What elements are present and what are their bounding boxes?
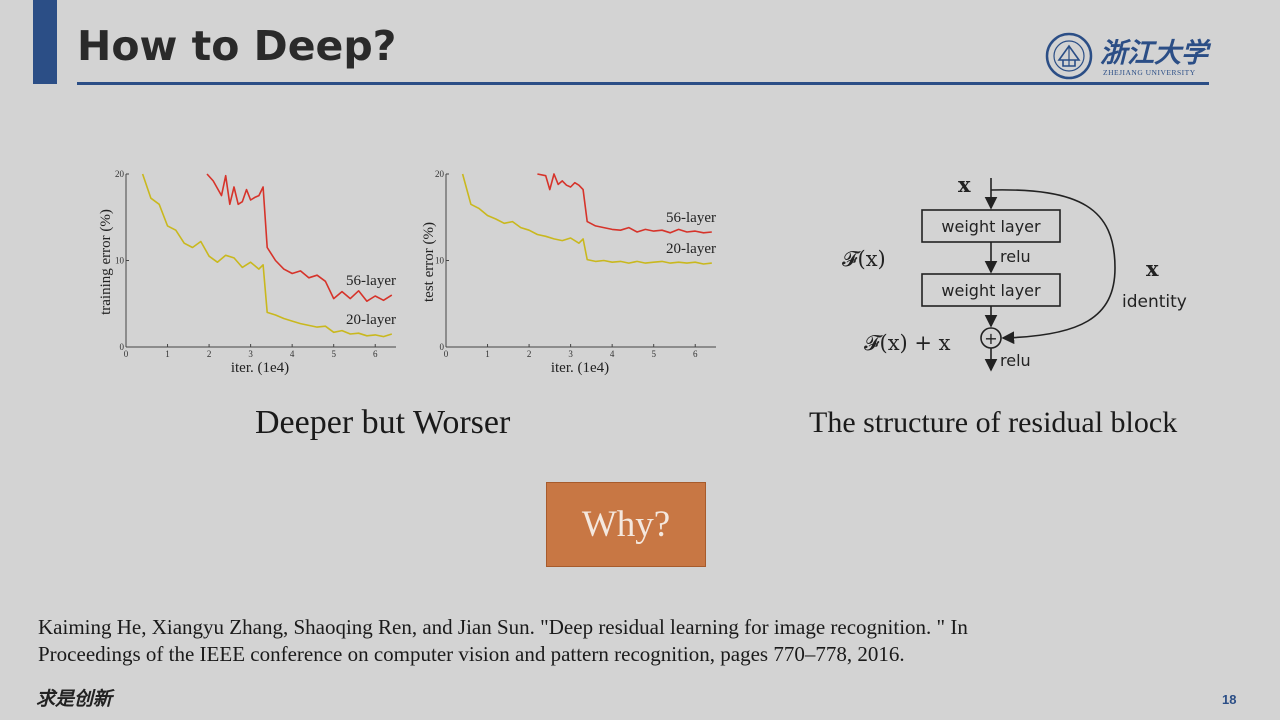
series-line-56-layer bbox=[537, 173, 712, 234]
logo-subtitle: ZHEJIANG UNIVERSITY bbox=[1103, 68, 1196, 77]
x-tick-label: 0 bbox=[124, 349, 129, 359]
series-label-20-layer: 20-layer bbox=[666, 241, 716, 257]
y-tick-label: 10 bbox=[435, 256, 445, 266]
series-label-56-layer: 56-layer bbox=[666, 210, 716, 226]
y-tick-label: 10 bbox=[115, 256, 125, 266]
x-tick-label: 6 bbox=[693, 349, 698, 359]
relu-mid-label: relu bbox=[1000, 247, 1031, 266]
test-error-chart: 0 1 2 3 4 5 6 0 10 20 56-layer 20-layer iter. (1e4)… bbox=[421, 169, 716, 376]
training-error-chart: 0 1 2 3 4 5 6 0 10 20 56-layer 20-layer iter. (1e4)… bbox=[98, 169, 396, 376]
identity-shortcut bbox=[990, 189, 1116, 345]
relu-out-label: relu bbox=[1000, 351, 1031, 370]
citation-line-1: Kaiming He, Xiangyu Zhang, Shaoqing Ren,… bbox=[38, 615, 968, 639]
weight-layer-1-label: weight layer bbox=[941, 217, 1041, 236]
x-tick-label: 2 bbox=[527, 349, 532, 359]
citation: Kaiming He, Xiangyu Zhang, Shaoqing Ren,… bbox=[38, 614, 1138, 668]
x-tick-label: 4 bbox=[610, 349, 615, 359]
residual-block-diagram: x weight layer relu 𝓕(x) weight layer + … bbox=[842, 172, 1187, 372]
y-tick-label: 0 bbox=[120, 342, 125, 352]
identity-x-label: x bbox=[1146, 256, 1159, 281]
x-axis-label: iter. (1e4) bbox=[231, 360, 289, 376]
x-tick-label: 2 bbox=[207, 349, 212, 359]
zhejiang-university-logo: 浙江大学 ZHEJIANG UNIVERSITY bbox=[1045, 32, 1212, 80]
y-tick-label: 0 bbox=[440, 342, 445, 352]
x-axis-label: iter. (1e4) bbox=[551, 360, 609, 376]
x-tick-label: 5 bbox=[331, 349, 336, 359]
why-button[interactable]: Why? bbox=[546, 482, 706, 567]
slide-title: How to Deep? bbox=[77, 22, 397, 70]
title-underline bbox=[77, 82, 1209, 85]
x-tick-label: 1 bbox=[165, 349, 170, 359]
series-line-56-layer bbox=[206, 173, 393, 302]
logo-name: 浙江大学 bbox=[1100, 38, 1212, 68]
x-tick-label: 6 bbox=[373, 349, 378, 359]
citation-line-2: Proceedings of the IEEE conference on co… bbox=[38, 642, 905, 666]
series-label-20-layer: 20-layer bbox=[346, 312, 396, 328]
y-axis-label: training error (%) bbox=[98, 209, 114, 315]
page-number: 18 bbox=[1222, 692, 1237, 707]
footer-motto: 求是创新 bbox=[36, 688, 113, 710]
x-tick-label: 0 bbox=[444, 349, 449, 359]
x-tick-label: 5 bbox=[651, 349, 656, 359]
identity-label: identity bbox=[1122, 292, 1187, 312]
series-line-20-layer bbox=[461, 173, 712, 265]
sum-label: 𝓕(x) + x bbox=[864, 331, 951, 355]
caption-deeper-but-worser: Deeper but Worser bbox=[255, 404, 511, 441]
y-tick-label: 20 bbox=[435, 169, 445, 179]
series-label-56-layer: 56-layer bbox=[346, 273, 396, 289]
title-accent-bar bbox=[33, 0, 57, 84]
y-tick-label: 20 bbox=[115, 169, 125, 179]
weight-layer-2-label: weight layer bbox=[941, 281, 1041, 300]
caption-residual-block: The structure of residual block bbox=[809, 406, 1178, 439]
x-tick-label: 1 bbox=[485, 349, 490, 359]
series-line-20-layer bbox=[141, 173, 393, 338]
plus-symbol: + bbox=[984, 329, 997, 348]
input-x-label: x bbox=[958, 172, 971, 197]
x-tick-label: 4 bbox=[290, 349, 295, 359]
fx-label: 𝓕(x) bbox=[842, 247, 886, 271]
y-axis-label: test error (%) bbox=[421, 222, 437, 302]
x-tick-label: 3 bbox=[248, 349, 253, 359]
x-tick-label: 3 bbox=[568, 349, 573, 359]
university-seal-icon bbox=[1045, 32, 1093, 80]
